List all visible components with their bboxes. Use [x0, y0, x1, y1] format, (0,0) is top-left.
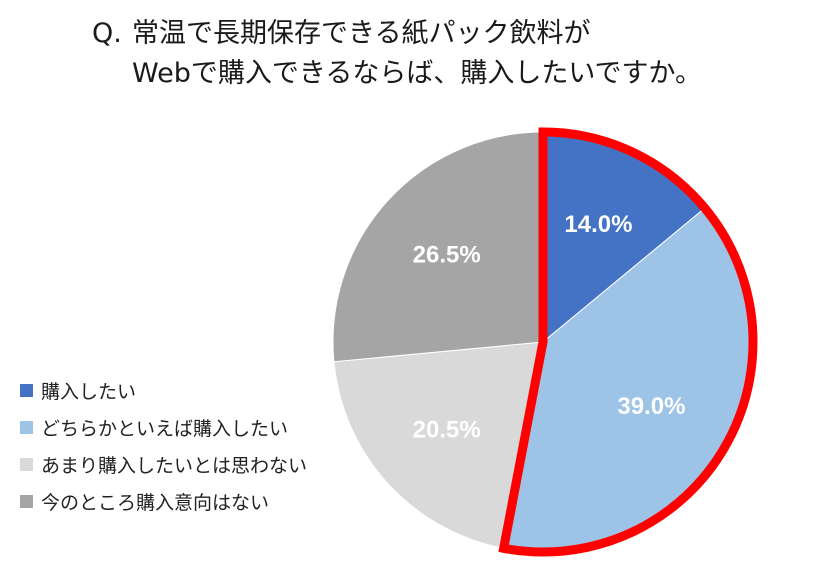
pie-slice-3: [333, 341, 544, 549]
highlight-outline: [498, 127, 758, 557]
title-prefix: Q.: [92, 18, 122, 49]
pie-slice-4: [332, 131, 544, 363]
title-line-1: 常温で長期保存できる紙パック飲料が: [132, 18, 591, 49]
legend-item-1: 購入したい: [20, 372, 307, 409]
legend-item-2: どちらかといえば購入したい: [20, 409, 307, 446]
legend-label: どちらかといえば購入したい: [41, 418, 289, 440]
legend-swatch: [20, 458, 33, 471]
legend-label: 購入したい: [41, 381, 137, 403]
legend-label: 今のところ購入意向はない: [41, 492, 270, 514]
data-label-4: 26.5%: [413, 241, 481, 268]
legend-item-4: 今のところ購入意向はない: [20, 483, 307, 520]
chart-legend: 購入したいどちらかといえば購入したい あまり購入したいとは思わない 今のところ購入意…: [20, 372, 307, 520]
title-line-2: Webで購入できるならば、購入したいですか。: [132, 58, 702, 89]
data-label-2: 39.0%: [617, 393, 685, 420]
data-label-3: 20.5%: [413, 417, 481, 444]
data-label-1: 14.0%: [564, 211, 632, 238]
legend-label: あまり購入したいとは思わない: [41, 455, 308, 477]
legend-swatch: [20, 495, 33, 508]
legend-swatch: [20, 421, 33, 434]
legend-item-3: あまり購入したいとは思わない: [20, 446, 307, 483]
legend-swatch: [20, 384, 33, 397]
